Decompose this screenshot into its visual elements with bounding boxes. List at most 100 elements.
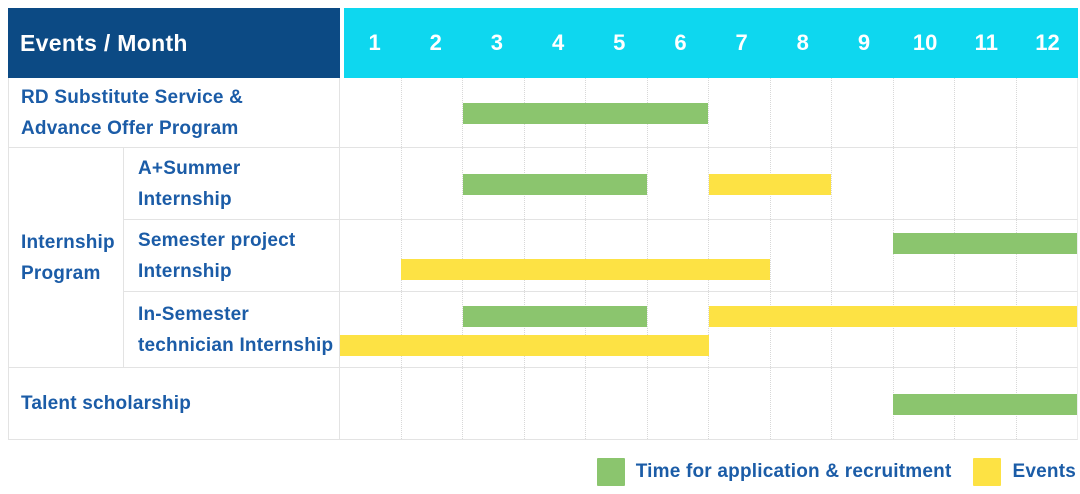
month-cell [462,78,524,147]
month-header-strip: 1 2 3 4 5 6 7 8 9 10 11 12 [340,8,1078,78]
month-cell [954,148,1016,219]
row-label-line: In-Semester [138,303,249,325]
month-cell [831,148,893,219]
month-header-7: 7 [735,30,748,55]
month-cell [646,148,709,219]
month-cell [769,292,832,367]
month-cell [769,368,832,439]
month-cell [400,292,463,367]
month-canvas-in-semester-technician [340,292,1078,368]
legend: Time for application & recruitment Event… [596,458,1076,486]
month-cell [892,78,955,147]
month-cell [646,220,709,291]
group-label-line: Internship [21,231,115,253]
month-header-3: 3 [490,30,504,55]
month-cell [954,220,1016,291]
month-cell [340,292,401,367]
month-header-1: 1 [368,30,381,55]
month-cell [400,78,463,147]
application-recruitment-bar [892,393,1077,415]
month-cell [400,148,463,219]
row-label-line: RD Substitute Service & [21,86,244,108]
month-header-6: 6 [674,30,687,55]
events-bar [708,173,832,195]
events-bar [340,334,709,356]
month-cell [892,292,955,367]
month-cell [708,292,770,367]
month-cell [708,148,770,219]
events-bar [708,305,1077,327]
month-cell [400,368,463,439]
row-label-rd-substitute: RD Substitute Service & Advance Offer Pr… [8,78,340,148]
month-cell [462,368,524,439]
table-title: Events / Month [20,29,188,56]
application-recruitment-bar [892,232,1077,254]
month-header-11: 11 [974,30,998,55]
legend-item-application: Time for application & recruitment [596,458,952,486]
row-label-semester-project: Semester project Internship [124,220,340,292]
events-bar [401,259,770,281]
month-cell [462,148,524,219]
month-cell [831,368,893,439]
month-cell [340,368,401,439]
month-canvas-a-plus-summer [340,148,1078,220]
application-recruitment-bar [462,173,648,195]
month-cell [831,78,893,147]
row-label-line: Talent scholarship [21,393,192,414]
month-cell [462,292,524,367]
month-cell [1015,78,1078,147]
month-cell [708,78,770,147]
green-swatch-icon [596,458,625,486]
group-label-line: Program [21,262,101,284]
legend-label: Time for application & recruitment [635,461,952,482]
row-label-line: Advance Offer Program [21,117,239,139]
row-label-line: technician Internship [138,334,334,356]
month-cell [523,368,586,439]
row-label-line: Internship [138,188,232,210]
month-header-10: 10 [912,30,938,55]
month-cell [1015,220,1078,291]
month-cell [769,220,832,291]
legend-item-events: Events [973,458,1076,486]
month-header-9: 9 [857,30,871,55]
row-label-line: Internship [138,260,232,282]
header-events-month: Events / Month [8,8,340,78]
row-label-line: Semester project [138,229,296,251]
month-cell [585,292,647,367]
month-cell [585,220,647,291]
legend-label: Events [1012,461,1076,482]
month-cell [400,220,463,291]
month-cell [523,292,586,367]
month-cell [1015,148,1078,219]
month-cell [523,220,586,291]
row-label-talent-scholarship: Talent scholarship [8,368,340,440]
application-recruitment-bar [462,305,648,327]
month-cell [708,368,770,439]
month-cell [892,148,955,219]
month-cell [340,78,401,147]
month-cell [769,78,832,147]
month-cell [646,292,709,367]
month-cell [831,220,893,291]
month-cell [585,368,647,439]
month-cell [340,148,401,219]
application-recruitment-bar [462,102,709,124]
month-cell [462,220,524,291]
row-label-a-plus-summer: A+Summer Internship [124,148,340,220]
month-header-8: 8 [796,30,809,55]
row-label-line: A+Summer [138,157,241,179]
month-cell [954,292,1016,367]
month-header-5: 5 [613,30,626,55]
gantt-table: Events / Month 1 2 3 4 5 6 7 8 9 10 11 12 RD Substi… [8,8,1078,440]
month-cell [831,292,893,367]
group-label-internship-program: Internship Program [8,148,124,368]
month-cell [1015,292,1078,367]
yellow-swatch-icon [973,458,1002,486]
month-cell [340,220,401,291]
month-header-2: 2 [429,30,442,55]
month-canvas-rd-substitute [340,78,1078,148]
row-label-in-semester-technician: In-Semester technician Internship [124,292,340,368]
month-cell [892,220,955,291]
month-header-4: 4 [551,30,565,55]
month-canvas-talent-scholarship [340,368,1078,440]
